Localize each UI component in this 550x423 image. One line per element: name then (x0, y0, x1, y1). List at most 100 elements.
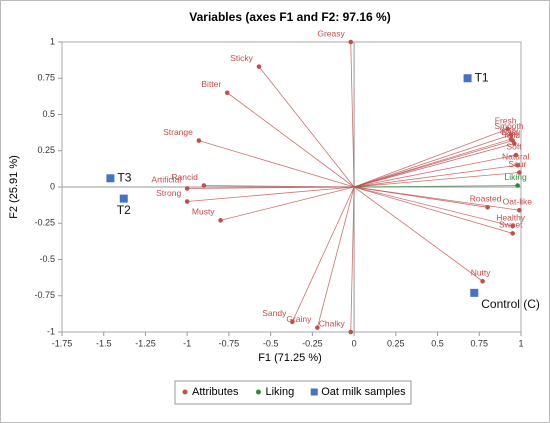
attribute-label: Oat-like (503, 196, 533, 206)
attribute-label: Strong (156, 188, 181, 198)
attribute-label: Mild (505, 130, 521, 140)
loading-vector (353, 140, 513, 188)
loading-vector (353, 128, 508, 188)
loading-vector (227, 92, 355, 188)
attribute-label: Sweet (499, 220, 523, 230)
attribute-point (224, 90, 230, 96)
attribute-point (517, 170, 522, 175)
attribute-point (184, 199, 190, 204)
loading-vector (187, 186, 355, 202)
y-tick-label: -1 (47, 326, 55, 336)
y-tick-label: 0 (50, 181, 55, 191)
x-tick-label: -1.25 (135, 338, 156, 348)
x-tick-label: -1.75 (52, 338, 73, 348)
attribute-label: Artificial (151, 175, 181, 185)
attribute-label: Sticky (230, 53, 253, 63)
loading-vector (203, 185, 355, 188)
x-axis-title: F1 (71.25 %) (258, 352, 322, 364)
attribute-label: Salty (500, 125, 520, 135)
y-tick-label: -0.25 (34, 218, 55, 228)
sample-label: Control (C) (481, 297, 540, 311)
sample-marker (106, 174, 115, 183)
y-tick-label: -0.5 (39, 254, 55, 264)
attribute-label: Roasted (470, 194, 502, 204)
x-tick-label: 0.75 (471, 338, 489, 348)
loading-vector (198, 140, 355, 188)
attribute-label: Sandy (262, 308, 287, 318)
loading-vector (220, 186, 355, 221)
x-tick-label: 0 (352, 338, 357, 348)
x-tick-label: 1 (518, 338, 523, 348)
legend-marker (255, 389, 261, 395)
attribute-point (290, 319, 295, 325)
x-tick-label: -0.5 (263, 338, 279, 348)
loading-vector (350, 41, 355, 188)
y-tick-label: 0.25 (37, 145, 55, 155)
loading-vector (353, 186, 513, 234)
attribute-label: Natural (502, 152, 530, 162)
sample-label: T2 (117, 203, 131, 217)
attribute-point (517, 207, 522, 213)
x-tick-label: -1.5 (96, 338, 112, 348)
attribute-point (515, 162, 520, 168)
attribute-label: Sour (508, 159, 526, 169)
chart-title: Variables (axes F1 and F2: 97.16 %) (189, 10, 390, 24)
attribute-label: Liking (505, 172, 527, 182)
attribute-point (510, 223, 515, 229)
loading-vector (258, 66, 355, 188)
y-axis-title: F2 (25.91 %) (8, 155, 20, 219)
loading-vector (354, 164, 518, 188)
attribute-point (513, 152, 519, 158)
attribute-label: Strange (163, 127, 193, 137)
legend-marker (310, 388, 318, 396)
loading-vector (353, 143, 515, 188)
sample-marker (119, 194, 128, 203)
attribute-point (256, 64, 262, 69)
attribute-point (184, 186, 190, 191)
y-tick-label: 0.75 (37, 73, 55, 83)
attribute-label: Healthy (496, 212, 526, 222)
legend-label: Oat milk samples (321, 386, 406, 398)
x-tick-label: 0.5 (431, 338, 444, 348)
x-tick-label: 0.25 (387, 338, 405, 348)
attribute-label: Bitter (201, 79, 221, 89)
loading-vector (354, 172, 520, 188)
attribute-point (512, 141, 517, 146)
y-tick-label: 0.5 (42, 109, 55, 119)
attribute-point (348, 39, 354, 45)
legend-label: Liking (265, 386, 294, 398)
loading-vector (187, 186, 355, 189)
loading-vector (354, 154, 517, 188)
attribute-point (315, 325, 320, 330)
y-tick-label: -0.75 (34, 290, 55, 300)
attribute-label: Easy (501, 127, 521, 137)
attribute-label: Rancid (171, 172, 198, 182)
y-tick-label: 1 (50, 36, 55, 46)
attribute-point (201, 183, 207, 188)
attribute-point (218, 218, 223, 223)
attribute-point (480, 278, 485, 284)
legend-box (174, 380, 412, 405)
loading-vector (354, 186, 520, 211)
loading-vector (353, 134, 512, 188)
loading-vector (353, 186, 513, 227)
sample-label: T1 (475, 70, 489, 84)
attribute-point (508, 132, 514, 138)
sample-marker (463, 74, 472, 83)
attribute-label: Nutty (471, 268, 492, 278)
sample-marker (470, 288, 479, 297)
attribute-label: Chalky (319, 318, 346, 328)
legend-marker (182, 389, 188, 395)
attribute-point (348, 329, 354, 335)
attribute-label: Musty (192, 207, 215, 217)
attribute-label: Fresh (495, 115, 517, 125)
attribute-point (515, 183, 520, 188)
sample-label: T3 (117, 170, 131, 184)
loading-vector (316, 186, 355, 328)
attribute-label: Greasy (317, 28, 345, 38)
loading-vector (291, 186, 355, 323)
attribute-label: Grainy (286, 314, 312, 324)
attribute-point (505, 126, 510, 132)
x-tick-label: -0.25 (302, 338, 323, 348)
